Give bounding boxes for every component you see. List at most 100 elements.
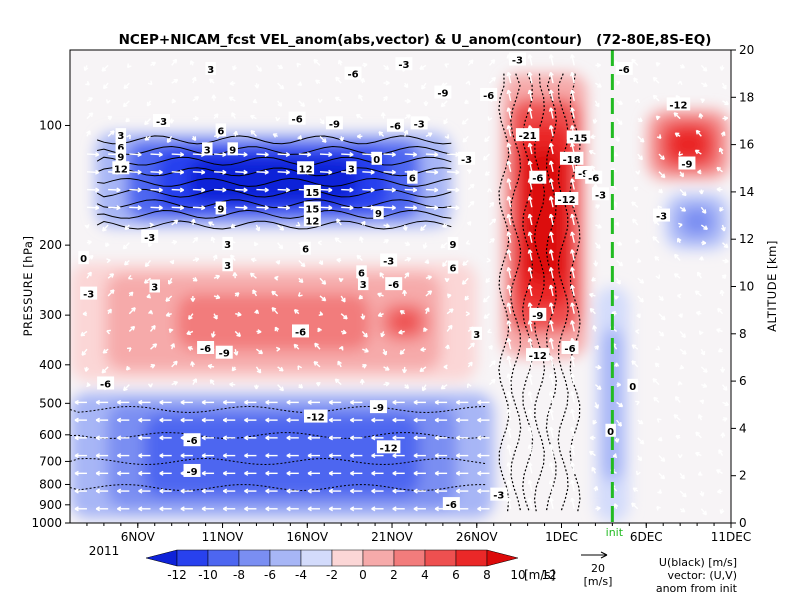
contour-label-box — [292, 324, 310, 338]
wind-arrow — [383, 206, 396, 209]
wind-arrowhead — [107, 115, 113, 121]
wind-arrowhead — [570, 231, 575, 236]
wind-arrowhead — [392, 488, 397, 494]
wind-arrowhead — [593, 262, 599, 267]
contour-label: 12 — [114, 164, 128, 175]
wind-arrow — [277, 206, 290, 209]
wind-arrowhead — [279, 84, 285, 90]
wind-arrowhead — [675, 434, 681, 440]
wind-arrowhead — [285, 187, 290, 193]
contour-label: -6 — [100, 379, 111, 390]
wind-arrow — [549, 160, 554, 172]
wind-arrowhead — [84, 224, 90, 229]
wind-arrowhead — [265, 470, 270, 476]
wind-arrowhead — [570, 302, 575, 307]
wind-arrowhead — [350, 470, 355, 476]
wind-arrowhead — [548, 320, 554, 325]
wind-arrowhead — [506, 107, 512, 112]
wind-arrow — [404, 206, 417, 209]
wind-arrowhead — [233, 351, 239, 356]
wind-arrow — [528, 426, 533, 439]
wind-arrowhead — [699, 399, 705, 405]
contour-label-box — [447, 236, 459, 250]
wind-arrowhead — [249, 272, 255, 278]
wind-arrowhead — [167, 280, 173, 285]
wind-arrowhead — [137, 169, 142, 175]
contour-label-box — [227, 142, 238, 156]
wind-arrowhead — [318, 260, 324, 266]
wind-arrow — [447, 153, 460, 156]
wind-arrowhead — [116, 506, 122, 512]
vector-reference: 20 [m/s] — [581, 551, 612, 588]
wind-arrowhead — [506, 444, 512, 449]
init-label: init — [606, 526, 624, 539]
wind-arrowhead — [527, 231, 533, 236]
wind-arrowhead — [548, 337, 554, 343]
wind-arrowhead — [336, 218, 341, 224]
contour-label: -21 — [519, 131, 537, 142]
wind-arrowhead — [570, 479, 575, 485]
wind-arrowhead — [527, 107, 533, 112]
wind-arrowhead — [201, 470, 206, 476]
wind-arrowhead — [350, 417, 355, 423]
contour-negative — [521, 73, 534, 512]
wind-arrowhead — [256, 368, 262, 374]
wind-arrowhead — [677, 454, 683, 459]
contour-label: -3 — [414, 119, 425, 130]
wind-arrow — [150, 171, 163, 174]
contour-label-box — [97, 376, 115, 390]
wind-arrowhead — [293, 343, 299, 349]
wind-arrowhead — [698, 113, 704, 118]
wind-arrowhead — [527, 249, 533, 254]
wind-arrowhead — [570, 284, 575, 290]
wind-arrowhead — [570, 408, 575, 414]
wind-arrowhead — [159, 470, 164, 476]
wind-arrowhead — [222, 470, 228, 476]
wind-arrowhead — [392, 506, 397, 512]
wind-arrowhead — [207, 363, 213, 369]
wind-arrowhead — [200, 187, 206, 193]
wind-arrowhead — [74, 470, 79, 476]
wind-arrowhead — [486, 257, 491, 263]
wind-arrowhead — [138, 435, 143, 441]
wind-arrowhead — [380, 332, 386, 338]
wind-arrowhead — [338, 277, 344, 283]
wind-arrowhead — [137, 187, 142, 193]
wind-arrow — [319, 153, 333, 156]
wind-arrowhead — [244, 435, 249, 441]
wind-arrow — [150, 153, 163, 156]
wind-arrow — [507, 480, 512, 492]
wind-arrowhead — [444, 134, 450, 139]
wind-arrowhead — [703, 225, 708, 231]
wind-arrowhead — [166, 138, 172, 143]
wind-arrowhead — [597, 83, 602, 88]
wind-arrowhead — [570, 54, 575, 59]
wind-arrowhead — [264, 187, 269, 193]
wind-arrowhead — [222, 453, 228, 459]
contour-negative — [533, 73, 546, 512]
contour-label-box — [480, 87, 498, 101]
wind-arrowhead — [570, 462, 575, 467]
wind-arrowhead — [385, 381, 390, 387]
contour-label-box — [78, 251, 89, 265]
colorbar-label: 2 — [390, 568, 398, 582]
contour-label: 9 — [229, 145, 236, 156]
wind-arrowhead — [652, 236, 658, 241]
wind-arrowhead — [527, 479, 533, 485]
wind-arrowhead — [317, 98, 323, 103]
contour-label-box — [410, 116, 428, 130]
wind-arrowhead — [548, 408, 554, 414]
contour-label: 9 — [217, 204, 224, 215]
wind-arrow — [528, 107, 533, 119]
contour-label-box — [346, 161, 357, 175]
colorbar-label: 12 — [541, 568, 556, 582]
wind-arrowhead — [237, 311, 242, 317]
wind-arrowhead — [674, 132, 680, 138]
wind-arrowhead — [506, 125, 512, 130]
contour-label-box — [112, 161, 130, 175]
wind-arrowhead — [130, 325, 136, 331]
wind-arrowhead — [194, 257, 200, 263]
wind-arrowhead — [254, 309, 260, 315]
wind-arrowhead — [300, 102, 306, 107]
